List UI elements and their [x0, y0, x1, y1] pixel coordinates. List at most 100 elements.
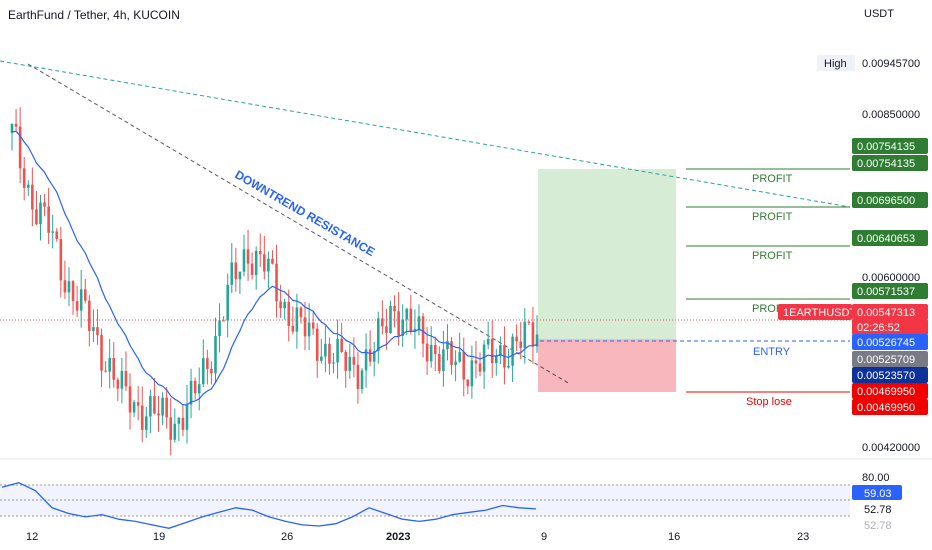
candle-body [189, 380, 193, 405]
candle-body [124, 371, 128, 387]
candle-body [535, 334, 539, 347]
high-value: 0.00945700 [862, 58, 920, 70]
candle-body [291, 325, 295, 332]
candle-body [185, 404, 189, 430]
candle-body [43, 202, 46, 207]
rsi-current-value: 59.03 [864, 488, 892, 500]
candle-body [511, 336, 514, 366]
price-tag-box [852, 304, 928, 320]
candle-body [193, 380, 197, 394]
candle-body [26, 184, 30, 188]
price-tag-box [852, 319, 928, 335]
candle-body [263, 254, 266, 272]
candle-body [466, 379, 470, 387]
candle-body [181, 417, 185, 430]
candle-body [495, 356, 498, 364]
x-tick-label: 2023 [386, 531, 410, 543]
candle-body [507, 365, 510, 368]
candle-body [79, 289, 83, 311]
rsi-overflow-label: 52.78 [864, 520, 892, 532]
candle-body [328, 343, 331, 364]
candle-body [442, 349, 445, 372]
candle-body [149, 396, 152, 417]
high-label-box [817, 55, 855, 71]
rsi-band [0, 485, 850, 516]
candle-body [226, 284, 229, 321]
candle-body [218, 320, 221, 337]
candle-body [96, 327, 99, 336]
stop-zone [538, 339, 676, 392]
candle-body [438, 354, 441, 372]
candle-body [47, 206, 50, 233]
x-tick-label: 23 [797, 531, 809, 543]
candle-body [429, 344, 433, 362]
price-tag-box [852, 383, 928, 399]
candle-body [214, 336, 217, 374]
candle-body [458, 352, 461, 362]
rsi-tick-label: 52.78 [864, 504, 892, 516]
candle-body [161, 397, 164, 416]
candle-body [470, 360, 474, 387]
candle-body [462, 352, 466, 380]
candle-body [482, 344, 486, 372]
candle-body [364, 349, 368, 371]
profit-zone [538, 169, 676, 339]
price-tag-label: 0.00571537 [857, 286, 915, 298]
candle-body [39, 202, 42, 225]
candle-body [59, 239, 63, 281]
x-tick-label: 12 [26, 531, 38, 543]
y-tick-label: 0.00600000 [862, 272, 920, 284]
candle-body [315, 328, 319, 361]
moving-average-line [11, 130, 538, 406]
time-axis: 12 19 26 2023 9 16 23 [26, 531, 809, 543]
price-tag-box [852, 334, 928, 350]
candle-body [393, 305, 396, 312]
price-tag-label: 0.00696500 [857, 195, 915, 207]
candle-body [271, 258, 274, 264]
candle-body [136, 402, 140, 406]
candle-body [238, 271, 242, 280]
candle-body [515, 336, 518, 342]
candle-body [299, 307, 303, 318]
candle-body [360, 370, 364, 389]
candle-body [287, 301, 291, 326]
candle-body [222, 320, 225, 322]
candle-body [307, 322, 311, 337]
price-tag-box [852, 351, 928, 367]
price-tag-box [852, 155, 928, 171]
candle-body [523, 321, 527, 348]
x-tick-label: 19 [153, 531, 165, 543]
candle-body [169, 417, 173, 440]
candle-body [332, 362, 335, 364]
candle-body [83, 289, 87, 301]
candle-body [499, 345, 502, 357]
candle-body [348, 356, 352, 371]
candle-body [336, 338, 339, 363]
candle-body [490, 338, 494, 364]
price-tag-label: 0.00469950 [857, 386, 915, 398]
candle-body [356, 364, 360, 389]
candle-body [320, 356, 323, 361]
x-tick-label: 26 [281, 531, 293, 543]
candle-body [409, 308, 413, 332]
candle-body [303, 317, 307, 337]
candle-body [206, 358, 209, 369]
x-tick-label: 16 [668, 531, 680, 543]
price-tag-label: 0.00754135 [857, 158, 915, 170]
price-axis: High 0.00945700 0.00850000 0.00600000 0.… [817, 55, 920, 454]
candle-body [381, 318, 384, 327]
candle-body [376, 318, 380, 352]
candle-body [405, 308, 409, 320]
price-tag-label: 0.00547313 [857, 307, 915, 319]
candle-body [173, 423, 177, 440]
candle-body [417, 316, 421, 330]
candle-body [100, 335, 103, 371]
candle-body [108, 358, 111, 372]
price-tag-box [852, 367, 928, 383]
rsi-pane: 80.00 59.03 52.78 52.78 [0, 458, 932, 532]
candle-body [88, 300, 91, 331]
x-tick-label: 9 [541, 531, 547, 543]
price-tag-label: 0.00525709 [857, 354, 915, 366]
